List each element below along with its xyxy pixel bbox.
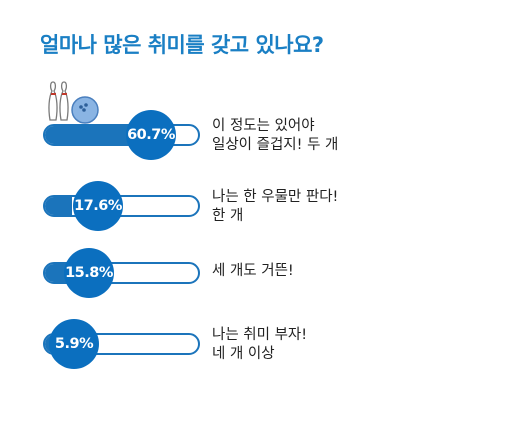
value-label: 60.7%: [126, 110, 176, 160]
category-label-line: 나는 한 우물만 판다!: [212, 189, 339, 205]
bar-track: [43, 124, 200, 146]
category-label: 나는 취미 부자! 네 개 이상: [212, 326, 307, 364]
bar-fill: [45, 264, 69, 282]
category-label: 나는 한 우물만 판다! 한 개: [212, 188, 338, 226]
bar-fill: [45, 126, 138, 144]
value-label: 5.9%: [49, 319, 99, 369]
category-label-line: 네 개 이상: [212, 346, 275, 362]
category-label-line: 이 정도는 있어야: [212, 118, 315, 134]
category-label: 세 개도 거뜬!: [212, 262, 294, 281]
chart-title: 얼마나 많은 취미를 갖고 있나요?: [40, 33, 324, 57]
value-label: 17.6%: [73, 181, 123, 231]
category-label-line: 나는 취미 부자!: [212, 327, 308, 343]
category-label-line: 일상이 즐겁지! 두 개: [212, 137, 339, 153]
bar-fill: [45, 197, 72, 215]
value-label: 15.8%: [64, 248, 114, 298]
bowling-icon: [47, 80, 107, 135]
category-label-line: 한 개: [212, 208, 244, 224]
category-label-line: 세 개도 거뜬!: [212, 263, 294, 279]
